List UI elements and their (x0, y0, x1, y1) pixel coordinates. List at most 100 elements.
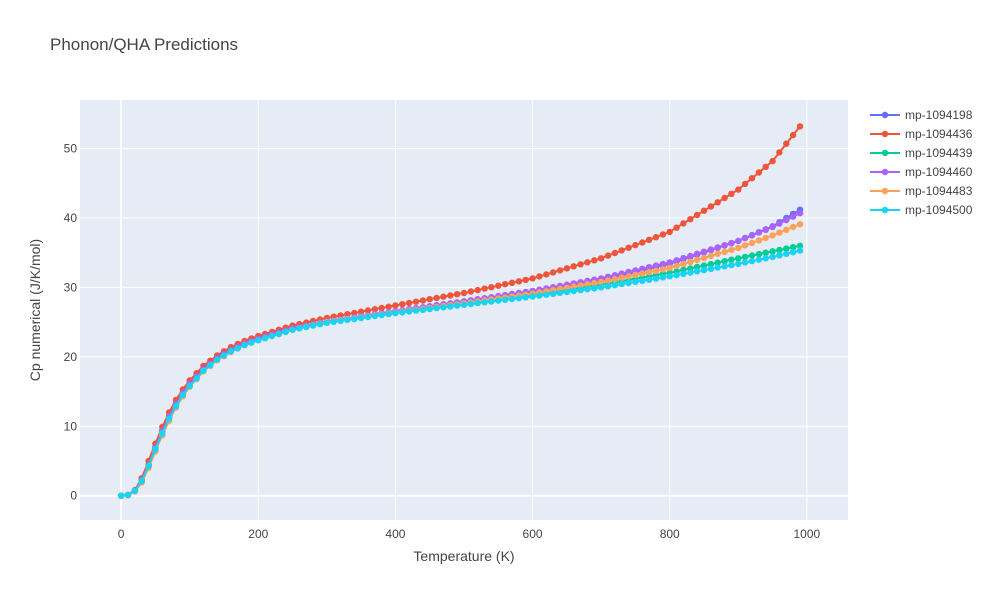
data-point (632, 271, 639, 279)
data-point (392, 302, 399, 309)
data-point (659, 274, 667, 281)
legend-label: mp-1094500 (905, 203, 973, 217)
data-point (748, 252, 756, 259)
data-point (357, 314, 365, 322)
series-line (120, 125, 801, 497)
legend-item[interactable]: mp-1094500 (870, 203, 973, 217)
data-point (707, 203, 715, 210)
legend-item[interactable]: mp-1094483 (870, 184, 973, 198)
data-point (481, 285, 488, 292)
data-point (234, 345, 241, 352)
data-point (117, 492, 125, 499)
data-point (652, 262, 660, 269)
data-point (536, 292, 543, 299)
data-point (769, 223, 776, 231)
series-line (120, 212, 801, 497)
x-tick-label: 0 (118, 527, 125, 541)
data-point (625, 244, 632, 251)
data-point (680, 270, 687, 277)
data-point (495, 297, 502, 304)
data-point (371, 306, 379, 313)
data-point (488, 284, 495, 291)
series-line (120, 249, 801, 497)
legend-swatch-marker (881, 111, 889, 119)
data-point (755, 237, 763, 244)
data-point (597, 284, 605, 291)
data-point (728, 190, 735, 197)
data-point (207, 362, 214, 369)
legend-item[interactable]: mp-1094436 (870, 127, 973, 141)
data-point (666, 273, 673, 280)
data-point (707, 252, 715, 260)
legend-swatch-marker (881, 149, 889, 157)
data-point (769, 248, 776, 255)
data-point (522, 276, 529, 284)
x-tick-labels: 0 200 400 600 800 1000 (118, 527, 821, 541)
data-point (323, 319, 331, 326)
data-point (673, 262, 680, 270)
data-point (666, 264, 673, 272)
data-point (543, 271, 550, 278)
data-point (399, 309, 406, 316)
data-point (693, 211, 701, 219)
data-point (735, 237, 742, 245)
data-point (639, 270, 646, 277)
data-point (577, 282, 584, 289)
data-point (556, 267, 564, 274)
data-point (200, 367, 207, 374)
data-point (673, 224, 680, 231)
data-point (645, 276, 653, 283)
data-point (378, 304, 385, 312)
y-tick-label: 30 (64, 280, 78, 294)
data-point (769, 157, 776, 165)
data-point (707, 246, 715, 253)
legend-swatch-marker (881, 187, 889, 195)
data-point (680, 220, 687, 227)
x-tick-label: 1000 (794, 527, 821, 541)
data-point (735, 186, 742, 193)
data-point (371, 312, 379, 320)
data-point (714, 264, 721, 271)
data-point (447, 292, 454, 299)
data-point (783, 216, 790, 224)
data-point (755, 169, 763, 176)
data-point (501, 281, 509, 288)
data-point (330, 318, 337, 326)
legend-item[interactable]: mp-1094460 (870, 165, 973, 179)
data-point (728, 256, 735, 263)
data-point (693, 256, 701, 264)
data-point (433, 294, 440, 302)
data-point (666, 259, 673, 266)
data-point (481, 299, 488, 306)
data-point (467, 288, 475, 295)
data-point (145, 462, 152, 470)
data-point (577, 286, 584, 294)
legend-item[interactable]: mp-1094198 (870, 108, 973, 122)
legend-label: mp-1094460 (905, 165, 973, 179)
data-point (591, 279, 598, 287)
data-point (707, 260, 715, 268)
data-point (563, 265, 571, 272)
data-point (604, 277, 612, 284)
data-point (687, 258, 694, 266)
data-point (645, 269, 653, 276)
data-point (570, 287, 577, 295)
data-point (419, 306, 427, 313)
legend-item[interactable]: mp-1094439 (870, 146, 973, 160)
x-tick-label: 400 (385, 527, 405, 541)
data-point (721, 258, 728, 265)
y-tick-label: 40 (64, 211, 78, 225)
data-point (474, 286, 481, 294)
data-point (673, 257, 680, 264)
legend-label: mp-1094483 (905, 184, 973, 198)
data-point (563, 288, 571, 296)
data-point (611, 249, 619, 257)
data-point (700, 248, 708, 255)
data-point (570, 283, 577, 290)
data-point (714, 244, 721, 251)
data-point (693, 268, 701, 275)
data-point (762, 226, 769, 233)
data-point (783, 250, 790, 257)
data-point (741, 253, 749, 261)
data-point (536, 273, 543, 280)
